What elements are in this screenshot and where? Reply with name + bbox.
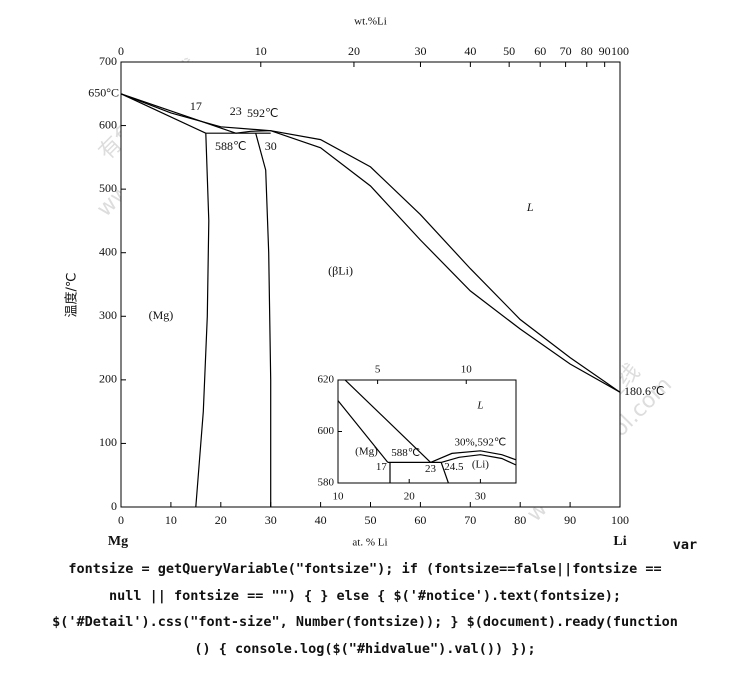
- x-axis-label: at. % Li: [352, 537, 387, 549]
- y-tick-label: 600: [318, 425, 335, 437]
- code-text: $('#Detail').css("font-size", Number(fon…: [52, 614, 678, 630]
- y-tick-label: 620: [318, 374, 335, 386]
- code-text: fontsize = getQueryVariable("fontsize");…: [68, 561, 661, 577]
- x-tick-label: 70: [464, 513, 476, 527]
- x2-tick-label: 5: [375, 364, 381, 376]
- annotation: 588℃: [391, 447, 420, 459]
- phase-boundary: [255, 133, 272, 507]
- x-tick-label: 80: [514, 513, 526, 527]
- annotation: 588℃: [215, 139, 246, 153]
- annotation: 30: [265, 139, 277, 153]
- x-tick-label: 100: [611, 513, 629, 527]
- y-tick-label: 400: [99, 244, 117, 258]
- x2-tick-label: 10: [255, 44, 267, 58]
- annotation: 650°C: [88, 86, 119, 100]
- annotation: 17: [376, 461, 388, 473]
- y-axis-label: 温度/℃: [64, 273, 80, 318]
- x-tick-label: 20: [404, 491, 416, 503]
- annotation: L: [526, 200, 534, 214]
- y-tick-label: 200: [99, 372, 117, 386]
- y-tick-label: 500: [99, 181, 117, 195]
- x2-tick-label: 0: [118, 44, 124, 58]
- x2-tick-label: 70: [560, 44, 572, 58]
- y-tick-label: 0: [111, 499, 117, 513]
- annotation: 23: [230, 104, 242, 118]
- x2-axis-label: wt.%Li: [354, 16, 387, 28]
- y-tick-label: 700: [99, 54, 117, 68]
- annotation: 17: [190, 99, 202, 113]
- x-tick-label: 40: [315, 513, 327, 527]
- code-text: null || fontsize == "") { } else { $('#n…: [109, 588, 621, 604]
- x2-tick-label: 30: [414, 44, 426, 58]
- corner-label: Li: [613, 534, 626, 549]
- annotation: L: [476, 399, 483, 411]
- phase-boundary: [120, 93, 207, 134]
- annotation: 30%,592℃: [455, 437, 507, 449]
- phase-boundary: [344, 379, 432, 463]
- x-tick-label: 50: [365, 513, 377, 527]
- phase-boundary: [270, 130, 621, 393]
- x2-tick-label: 50: [503, 44, 515, 58]
- x-tick-label: 90: [564, 513, 576, 527]
- phase-boundary: [120, 93, 236, 134]
- x-tick-label: 0: [118, 513, 124, 527]
- plot-frame: [337, 379, 517, 484]
- annotation: (Mg): [355, 446, 378, 458]
- phase-boundary: [430, 450, 517, 463]
- code-text: var: [673, 537, 697, 553]
- corner-label: Mg: [108, 534, 128, 549]
- y-tick-label: 300: [99, 308, 117, 322]
- x-tick-label: 60: [414, 513, 426, 527]
- x2-tick-label: 100: [611, 44, 629, 58]
- annotation: (Li): [472, 459, 489, 471]
- x2-tick-label: 10: [461, 364, 473, 376]
- x2-tick-label: 60: [534, 44, 546, 58]
- annotation: 180.6℃: [624, 384, 664, 398]
- x2-tick-label: 80: [581, 44, 593, 58]
- phase-boundary: [441, 454, 517, 466]
- annotation: (Mg): [149, 308, 174, 322]
- annotation: (βLi): [328, 264, 353, 278]
- phase-boundary: [440, 462, 449, 484]
- x2-tick-label: 90: [599, 44, 611, 58]
- y-tick-label: 600: [99, 117, 117, 131]
- x2-tick-label: 20: [348, 44, 360, 58]
- code-text: () { console.log($("#hidvalue").val()) }…: [194, 641, 535, 657]
- annotation: 24.5: [444, 461, 464, 473]
- phase-boundary: [235, 130, 271, 134]
- x2-tick-label: 40: [464, 44, 476, 58]
- annotation: 23: [425, 463, 437, 475]
- x-tick-label: 10: [333, 491, 345, 503]
- x-tick-label: 30: [475, 491, 487, 503]
- y-tick-label: 580: [318, 477, 335, 489]
- x-tick-label: 30: [265, 513, 277, 527]
- x-tick-label: 20: [215, 513, 227, 527]
- x-tick-label: 10: [165, 513, 177, 527]
- phase-boundary: [195, 133, 210, 508]
- y-tick-label: 100: [99, 435, 117, 449]
- phase-boundary: [337, 400, 389, 463]
- annotation: 592℃: [247, 106, 278, 120]
